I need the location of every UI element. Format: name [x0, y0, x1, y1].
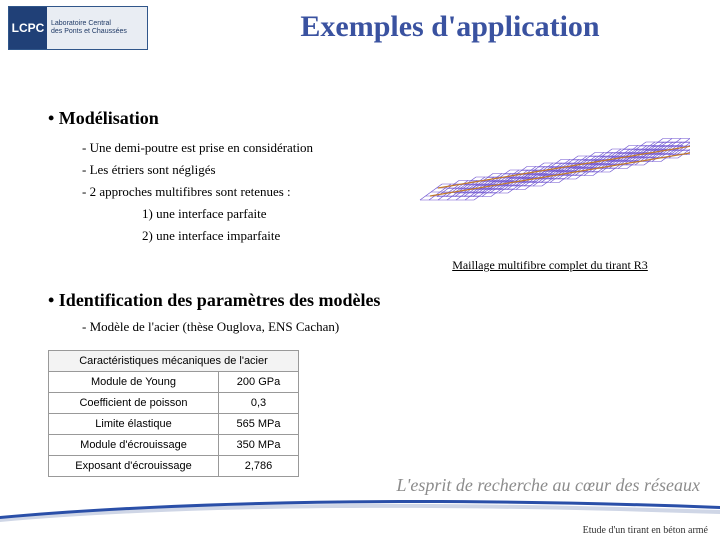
lcpc-logo: LCPC Laboratoire Central des Ponts et Ch… [8, 6, 148, 50]
prop-label: Module d'écrouissage [49, 435, 219, 456]
table-row: Module de Young200 GPa [49, 372, 299, 393]
table-row: Exposant d'écrouissage2,786 [49, 456, 299, 477]
prop-value: 350 MPa [219, 435, 299, 456]
section2-line: - Modèle de l'acier (thèse Ouglova, ENS … [82, 319, 700, 335]
logo-abbr: LCPC [9, 7, 47, 49]
figure-caption: Maillage multifibre complet du tirant R3 [410, 258, 690, 273]
logo-line2: des Ponts et Chaussées [51, 28, 143, 36]
logo-text: Laboratoire Central des Ponts et Chaussé… [47, 7, 147, 49]
steel-properties-table: Caractéristiques mécaniques de l'acier M… [48, 350, 299, 477]
table-header: Caractéristiques mécaniques de l'acier [49, 351, 299, 372]
prop-label: Module de Young [49, 372, 219, 393]
prop-value: 200 GPa [219, 372, 299, 393]
section-identification: • Identification des paramètres des modè… [48, 290, 700, 335]
prop-value: 565 MPa [219, 414, 299, 435]
prop-value: 0,3 [219, 393, 299, 414]
tagline: L'esprit de recherche au cœur des réseau… [397, 475, 700, 496]
mesh-figure [410, 110, 690, 250]
logo-line1: Laboratoire Central [51, 20, 143, 28]
section2-heading: • Identification des paramètres des modè… [48, 290, 700, 311]
footer-text: Etude d'un tirant en béton armé [583, 525, 708, 536]
prop-label: Coefficient de poisson [49, 393, 219, 414]
page-title: Exemples d'application [200, 10, 700, 44]
prop-label: Limite élastique [49, 414, 219, 435]
footer-swoosh [0, 496, 720, 524]
table-row: Coefficient de poisson0,3 [49, 393, 299, 414]
table-row: Module d'écrouissage350 MPa [49, 435, 299, 456]
prop-label: Exposant d'écrouissage [49, 456, 219, 477]
table-row: Limite élastique565 MPa [49, 414, 299, 435]
prop-value: 2,786 [219, 456, 299, 477]
